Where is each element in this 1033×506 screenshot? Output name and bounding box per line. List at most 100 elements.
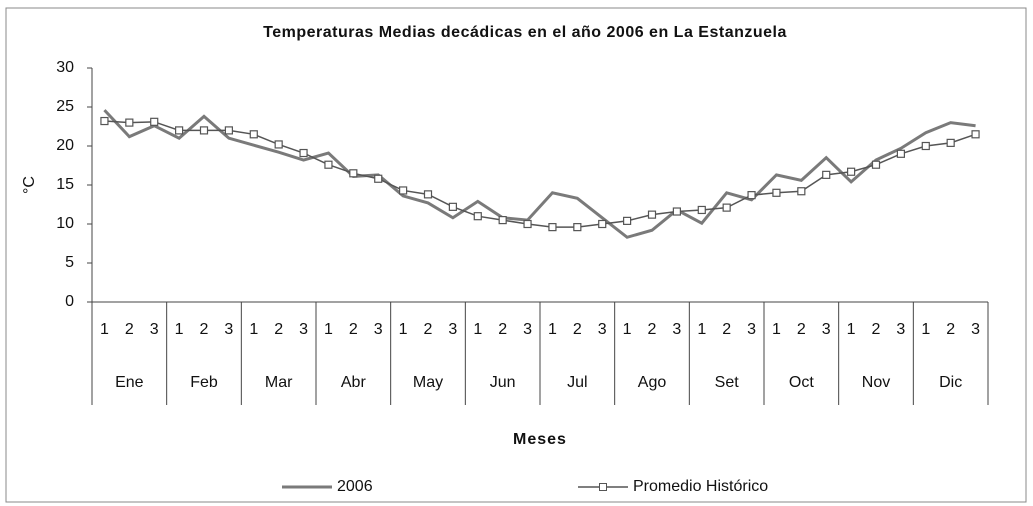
marker	[921, 141, 930, 151]
group-label: Mar	[265, 374, 293, 391]
x-tick-label: 3	[150, 321, 159, 338]
x-tick-label: 2	[648, 321, 657, 338]
marker	[175, 126, 184, 135]
y-axis-label: °C	[21, 176, 38, 194]
marker	[448, 202, 457, 211]
marker	[946, 138, 955, 147]
marker	[423, 190, 433, 199]
marker	[647, 210, 657, 219]
y-tick-label: 10	[56, 215, 74, 232]
x-tick-label: 2	[274, 321, 283, 338]
marker	[548, 223, 557, 232]
x-tick-label: 3	[523, 321, 532, 338]
x-tick-label: 2	[946, 321, 955, 338]
marker	[871, 160, 881, 169]
y-tick-label: 25	[56, 98, 74, 115]
x-tick-label: 1	[324, 321, 333, 338]
x-axis-label: Meses	[513, 431, 567, 448]
marker	[324, 160, 333, 169]
x-tick-label: 2	[349, 321, 358, 338]
marker	[224, 126, 233, 135]
x-tick-label: 2	[797, 321, 806, 338]
group-label: May	[413, 374, 443, 391]
marker	[498, 216, 507, 225]
marker	[473, 212, 482, 221]
x-tick-label: 1	[623, 321, 632, 338]
group-label: Jun	[490, 374, 516, 391]
marker	[199, 126, 209, 135]
group-label: Ene	[115, 374, 144, 391]
group-label: Jul	[567, 374, 587, 391]
marker	[822, 170, 831, 179]
x-tick-label: 3	[672, 321, 681, 338]
marker	[797, 187, 806, 196]
group-label: Abr	[341, 374, 367, 391]
x-tick-label: 3	[299, 321, 308, 338]
marker	[399, 186, 408, 195]
marker	[523, 219, 532, 229]
marker	[573, 223, 582, 232]
y-tick-label: 20	[56, 137, 74, 154]
marker	[374, 174, 383, 183]
series-line	[103, 109, 976, 239]
group-label: Set	[715, 374, 740, 391]
x-tick-label: 1	[921, 321, 930, 338]
legend-label: 2006	[337, 478, 373, 495]
x-tick-label: 1	[100, 321, 109, 338]
marker	[349, 169, 358, 178]
group-label: Oct	[789, 374, 814, 391]
x-tick-label: 3	[971, 321, 980, 338]
x-tick-label: 1	[772, 321, 781, 338]
group-label: Ago	[638, 374, 667, 391]
series-line	[104, 120, 976, 228]
marker	[772, 188, 781, 197]
marker	[125, 118, 134, 127]
marker	[249, 130, 258, 139]
marker	[274, 140, 283, 149]
x-tick-label: 2	[125, 321, 134, 338]
legend-marker	[599, 483, 607, 491]
legend-label: Promedio Histórico	[633, 478, 768, 495]
x-tick-label: 1	[847, 321, 856, 338]
x-tick-label: 1	[249, 321, 258, 338]
group-label: Dic	[939, 374, 962, 391]
x-tick-label: 2	[872, 321, 881, 338]
chart-border	[5, 7, 1027, 503]
marker	[896, 149, 905, 158]
x-tick-label: 2	[573, 321, 582, 338]
marker	[697, 205, 706, 215]
x-tick-label: 1	[548, 321, 557, 338]
x-tick-label: 1	[399, 321, 408, 338]
marker	[100, 116, 109, 126]
x-tick-label: 2	[722, 321, 731, 338]
marker	[847, 167, 856, 176]
x-tick-label: 1	[175, 321, 184, 338]
x-tick-label: 2	[424, 321, 433, 338]
x-tick-label: 2	[498, 321, 507, 338]
marker	[299, 148, 308, 158]
y-tick-label: 15	[56, 176, 74, 193]
x-tick-label: 2	[200, 321, 209, 338]
x-tick-label: 3	[598, 321, 607, 338]
group-label: Feb	[190, 374, 218, 391]
x-tick-label: 3	[448, 321, 457, 338]
y-tick-label: 5	[65, 254, 74, 271]
x-tick-label: 3	[896, 321, 905, 338]
x-tick-label: 3	[224, 321, 233, 338]
chart-title: Temperaturas Medias decádicas en el año …	[263, 24, 787, 41]
marker	[747, 191, 756, 200]
y-tick-label: 30	[56, 59, 74, 76]
group-label: Nov	[862, 374, 890, 391]
x-tick-label: 3	[822, 321, 831, 338]
marker	[598, 219, 607, 229]
y-tick-label: 0	[65, 293, 74, 310]
x-tick-label: 3	[747, 321, 756, 338]
x-tick-label: 3	[374, 321, 383, 338]
marker	[623, 216, 632, 225]
x-tick-label: 1	[697, 321, 706, 338]
x-tick-label: 1	[473, 321, 482, 338]
marker	[150, 117, 159, 126]
marker	[672, 207, 681, 216]
marker	[722, 203, 731, 212]
